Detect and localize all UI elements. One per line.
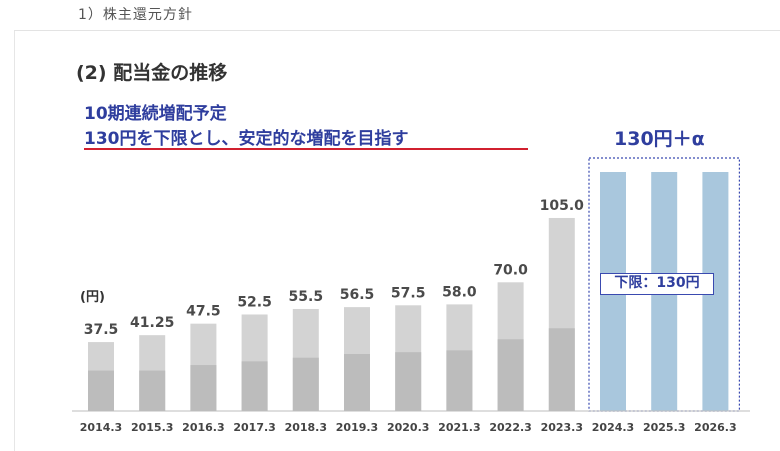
bar-lower-2021.3 <box>446 350 473 411</box>
x-tick-label: 2015.3 <box>131 421 173 434</box>
data-label-2021.3: 58.0 <box>442 284 477 300</box>
x-tick-label: 2016.3 <box>182 421 224 434</box>
bar-lower-2017.3 <box>241 361 268 411</box>
headline-underline <box>84 148 528 150</box>
x-tick-label: 2020.3 <box>387 421 429 434</box>
section-title: (2) 配当金の推移 <box>76 62 228 84</box>
left-border <box>14 31 15 451</box>
bar-lower-2023.3 <box>548 328 575 411</box>
data-label-2017.3: 52.5 <box>237 294 272 310</box>
x-tick-label: 2017.3 <box>233 421 275 434</box>
bar-lower-2018.3 <box>292 357 319 411</box>
bar-lower-2022.3 <box>497 339 524 411</box>
x-tick-label: 2025.3 <box>643 421 685 434</box>
data-label-2016.3: 47.5 <box>186 304 221 320</box>
floor-label-box: 下限：130円 <box>600 273 714 295</box>
x-tick-label: 2026.3 <box>694 421 736 434</box>
data-label-2020.3: 57.5 <box>391 285 426 301</box>
x-tick-label: 2024.3 <box>592 421 634 434</box>
x-tick-label: 2021.3 <box>438 421 480 434</box>
data-label-2018.3: 55.5 <box>289 289 324 305</box>
data-label-2014.3: 37.5 <box>84 322 119 338</box>
headline-line-2: 130円を下限とし、安定的な増配を目指す <box>84 129 409 149</box>
data-label-2023.3: 105.0 <box>540 198 585 214</box>
headline-line-1: 10期連続増配予定 <box>84 104 227 124</box>
data-label-2019.3: 56.5 <box>340 287 375 303</box>
bar-lower-2019.3 <box>344 354 370 411</box>
x-tick-label: 2022.3 <box>489 421 531 434</box>
x-tick-label: 2023.3 <box>541 421 583 434</box>
data-label-2022.3: 70.0 <box>493 262 528 278</box>
bar-lower-2020.3 <box>395 352 422 411</box>
x-tick-label: 2019.3 <box>336 421 378 434</box>
data-label-2015.3: 41.25 <box>130 315 174 331</box>
bar-lower-2014.3 <box>88 370 114 411</box>
x-tick-label: 2014.3 <box>80 421 122 434</box>
y-axis-unit-label: (円) <box>80 290 105 305</box>
forecast-frame <box>588 157 740 412</box>
future-dividend-label: 130円＋α <box>614 128 705 150</box>
bar-lower-2015.3 <box>139 370 166 411</box>
bar-lower-2016.3 <box>190 365 217 411</box>
x-tick-label: 2018.3 <box>285 421 327 434</box>
page-header: 1）株主還元方針 <box>78 7 193 23</box>
header-divider <box>14 30 780 31</box>
